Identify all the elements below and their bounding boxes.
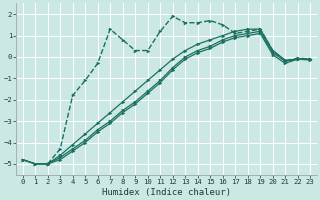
X-axis label: Humidex (Indice chaleur): Humidex (Indice chaleur)	[102, 188, 231, 197]
